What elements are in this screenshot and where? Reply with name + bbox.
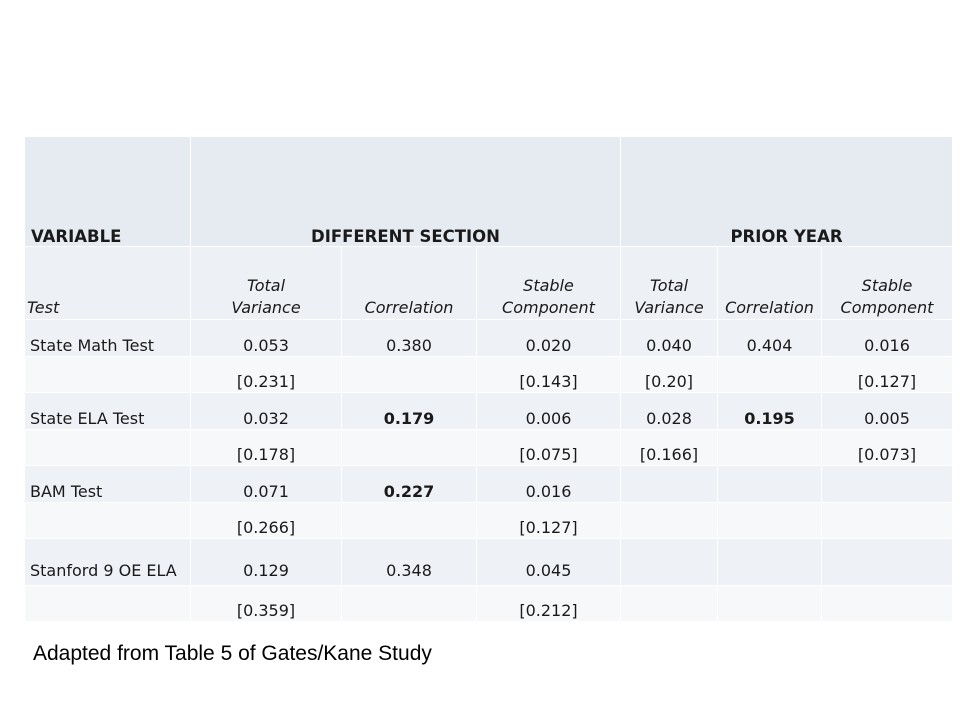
table-row-bracket: [0.266] [0.127] xyxy=(24,502,953,539)
table-row: Stanford 9 OE ELA 0.129 0.348 0.045 xyxy=(24,538,953,586)
table-row: State Math Test 0.053 0.380 0.020 0.040 … xyxy=(24,319,953,357)
table-cell: 0.195 xyxy=(717,392,822,430)
table-cell: 0.179 xyxy=(341,392,477,430)
table-row-bracket: [0.178] [0.075] [0.166] [0.073] xyxy=(24,429,953,466)
table-cell xyxy=(717,585,822,622)
table-cell: 0.016 xyxy=(821,319,953,357)
row-label: State ELA Test xyxy=(24,392,191,430)
subheader-stable-component-prior: Stable Component xyxy=(821,246,953,320)
row-label-empty xyxy=(24,585,191,622)
table-cell: [0.073] xyxy=(821,429,953,466)
table-cell: [0.178] xyxy=(190,429,342,466)
table-cell: [0.359] xyxy=(190,585,342,622)
subheader-correlation-prior: Correlation xyxy=(717,246,822,320)
table-cell: [0.166] xyxy=(620,429,718,466)
table-cell xyxy=(620,465,718,503)
table-row-bracket: [0.231] [0.143] [0.20] [0.127] xyxy=(24,356,953,393)
table-cell: 0.006 xyxy=(476,392,621,430)
table-cell: 0.028 xyxy=(620,392,718,430)
subheader-correlation: Correlation xyxy=(341,246,477,320)
table-cell: 0.348 xyxy=(341,538,477,586)
results-table: VARIABLE DIFFERENT SECTION PRIOR YEAR Te… xyxy=(24,136,953,622)
table-cell xyxy=(717,465,822,503)
table-cell: 0.071 xyxy=(190,465,342,503)
table-cell xyxy=(717,538,822,586)
table-cell xyxy=(341,356,477,393)
table-cell: [0.20] xyxy=(620,356,718,393)
table-row: BAM Test 0.071 0.227 0.016 xyxy=(24,465,953,503)
row-label: BAM Test xyxy=(24,465,191,503)
table-cell xyxy=(620,585,718,622)
row-label-empty xyxy=(24,502,191,539)
table-cell xyxy=(341,502,477,539)
table-cell: 0.045 xyxy=(476,538,621,586)
table-subheader-row: Test Total Variance Correlation Stable Com… xyxy=(24,246,953,320)
table-cell: 0.404 xyxy=(717,319,822,357)
table-cell xyxy=(717,356,822,393)
table-cell: 0.053 xyxy=(190,319,342,357)
subheader-stable-component: Stable Component xyxy=(476,246,621,320)
table-cell: 0.040 xyxy=(620,319,718,357)
table-header-row: VARIABLE DIFFERENT SECTION PRIOR YEAR xyxy=(24,136,953,247)
header-different-section: DIFFERENT SECTION xyxy=(190,136,621,247)
header-variable: VARIABLE xyxy=(24,136,191,247)
table-cell: 0.005 xyxy=(821,392,953,430)
row-label: State Math Test xyxy=(24,319,191,357)
table-cell: [0.127] xyxy=(476,502,621,539)
table-cell xyxy=(821,585,953,622)
table-cell xyxy=(821,502,953,539)
subheader-test: Test xyxy=(24,246,191,320)
table-cell: 0.016 xyxy=(476,465,621,503)
table-cell xyxy=(821,465,953,503)
table-cell: [0.266] xyxy=(190,502,342,539)
table-cell xyxy=(717,429,822,466)
row-label-empty xyxy=(24,356,191,393)
header-prior-year: PRIOR YEAR xyxy=(620,136,953,247)
table-cell: 0.227 xyxy=(341,465,477,503)
table-cell: [0.212] xyxy=(476,585,621,622)
table-cell: 0.380 xyxy=(341,319,477,357)
table-cell: [0.231] xyxy=(190,356,342,393)
table-cell xyxy=(341,429,477,466)
table-cell xyxy=(717,502,822,539)
source-caption: Adapted from Table 5 of Gates/Kane Study xyxy=(33,642,432,665)
table-cell xyxy=(821,538,953,586)
table-cell: 0.032 xyxy=(190,392,342,430)
table-cell: [0.127] xyxy=(821,356,953,393)
table-cell: [0.075] xyxy=(476,429,621,466)
row-label-empty xyxy=(24,429,191,466)
table-cell: [0.143] xyxy=(476,356,621,393)
table-cell xyxy=(341,585,477,622)
table-row: State ELA Test 0.032 0.179 0.006 0.028 0… xyxy=(24,392,953,430)
table-row-bracket: [0.359] [0.212] xyxy=(24,585,953,622)
table-cell: 0.129 xyxy=(190,538,342,586)
subheader-total-variance-prior: Total Variance xyxy=(620,246,718,320)
subheader-total-variance: Total Variance xyxy=(190,246,342,320)
table-cell: 0.020 xyxy=(476,319,621,357)
table-cell xyxy=(620,538,718,586)
table-cell xyxy=(620,502,718,539)
row-label: Stanford 9 OE ELA xyxy=(24,538,191,586)
